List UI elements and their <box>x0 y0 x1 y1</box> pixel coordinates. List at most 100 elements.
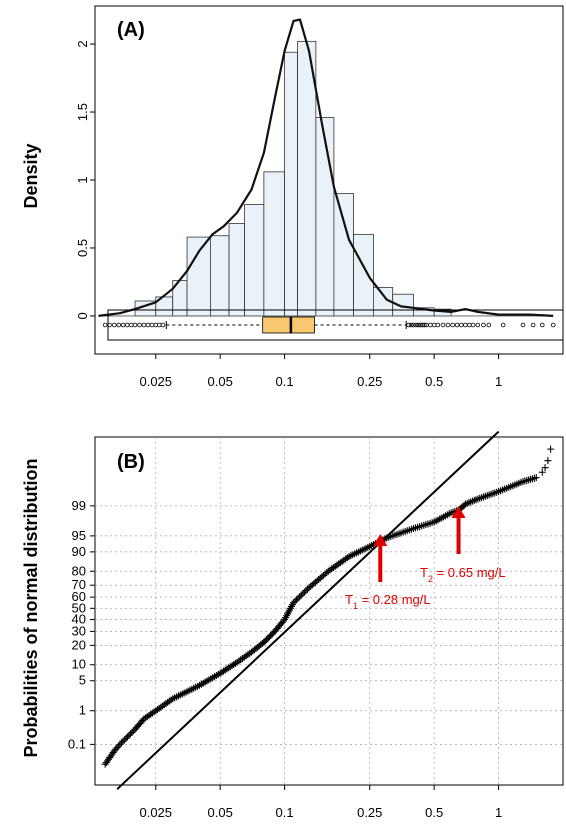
outlier-point <box>428 322 433 328</box>
quantile-point <box>296 593 304 601</box>
outlier-point <box>435 322 441 328</box>
panel-a-y-ticks: 0 0.5 1 1.5 2 <box>75 40 95 320</box>
x-tick-label: 0.5 <box>425 805 443 820</box>
y-tick-label: 95 <box>72 528 86 543</box>
outlier-point <box>417 322 423 328</box>
boxplot <box>102 309 564 341</box>
outlier-point <box>413 322 419 328</box>
outlier-point <box>431 322 437 328</box>
x-tick-label: 0.5 <box>425 374 443 389</box>
histogram-bar <box>228 223 245 317</box>
quantile-point <box>299 590 307 598</box>
outlier-point <box>459 322 464 328</box>
histogram-bar <box>186 236 211 317</box>
y-tick-label: 40 <box>72 611 86 626</box>
x-tick-label: 0.025 <box>139 374 172 389</box>
outlier-point <box>153 322 159 328</box>
threshold-arrow-head <box>451 506 466 518</box>
quantile-point <box>294 594 302 602</box>
panel-b-label: (B) <box>117 451 145 473</box>
outlier-point <box>137 322 142 328</box>
outlier-point <box>463 322 468 328</box>
panel-a-x-ticks: 0.025 0.05 0.1 0.25 0.5 1 <box>139 354 502 389</box>
outlier-point <box>440 322 446 328</box>
quantile-point <box>293 596 301 604</box>
outlier-point <box>481 322 486 328</box>
quantile-point <box>125 731 133 739</box>
outlier-point <box>120 322 126 328</box>
outlier-point <box>141 322 147 328</box>
outlier-point <box>102 322 108 328</box>
threshold-label: T1 = 0.28 mg/L <box>345 592 431 611</box>
histogram-bar <box>353 233 374 317</box>
threshold-annotations: T1 = 0.28 mg/L T2 = 0.65 mg/L <box>345 506 506 611</box>
outlier-point <box>454 322 460 328</box>
x-tick-label: 1 <box>495 805 502 820</box>
outlier-point <box>450 322 455 328</box>
outlier-point <box>124 322 130 328</box>
y-tick-label: 80 <box>72 563 86 578</box>
panel-b-grid <box>95 437 563 785</box>
outlier-point <box>411 322 416 328</box>
quantile-point <box>297 591 305 599</box>
y-tick-label: 0.5 <box>75 239 90 257</box>
x-tick-label: 0.25 <box>357 374 382 389</box>
x-tick-label: 0.025 <box>139 805 172 820</box>
panel-b-y-axis-label: Probabilities of normal distribution <box>21 458 41 757</box>
y-tick-label: 90 <box>72 544 86 559</box>
outlier-point <box>107 322 112 328</box>
quantile-point <box>302 587 310 595</box>
threshold-arrow-head <box>373 534 388 546</box>
quantile-point <box>544 457 552 465</box>
histogram-bar <box>333 193 354 317</box>
outlier-point <box>406 322 411 328</box>
outlier-point <box>145 322 151 328</box>
y-tick-label: 60 <box>72 589 86 604</box>
quantile-point <box>469 497 477 505</box>
outlier-point <box>149 322 155 328</box>
outlier-point <box>550 322 556 328</box>
outlier-point <box>470 322 476 328</box>
y-tick-label: 70 <box>72 577 86 592</box>
outlier-point <box>408 322 414 328</box>
y-tick-label: 5 <box>79 673 86 688</box>
y-tick-label: 0.1 <box>68 736 86 751</box>
panel-a-histogram: (A) Density 00.511.52 0.025 0.05 0.1 0.25 0.… <box>21 5 564 389</box>
threshold-label: T2 = 0.65 mg/L <box>420 565 506 584</box>
x-tick-label: 0.05 <box>208 374 233 389</box>
quantile-point <box>472 496 480 504</box>
quantile-point <box>465 499 473 507</box>
quantile-point <box>538 468 546 476</box>
quantile-point <box>123 733 131 741</box>
panel-a-y-axis-label: Density <box>21 143 41 208</box>
y-tick-label: 30 <box>72 623 86 638</box>
panel-a-label: (A) <box>117 19 145 41</box>
density-line <box>98 18 554 317</box>
quantile-point <box>528 475 536 483</box>
quantile-point <box>289 599 297 607</box>
y-tick-label: 10 <box>72 657 86 672</box>
outlier-point <box>422 322 427 328</box>
quantile-point <box>541 464 549 472</box>
quantile-point <box>291 597 299 605</box>
outlier-point <box>132 322 138 328</box>
outlier-point <box>415 322 421 328</box>
histogram-bars <box>103 40 549 317</box>
quantile-point <box>467 498 475 506</box>
quantile-point <box>470 496 478 504</box>
y-tick-label: 1 <box>75 176 90 183</box>
quantile-point <box>115 742 123 750</box>
quantile-point <box>119 737 127 745</box>
outlier-point <box>467 322 472 328</box>
outlier-point <box>530 322 536 328</box>
quantile-point <box>343 554 351 562</box>
x-tick-label: 0.05 <box>208 805 233 820</box>
y-tick-label: 1.5 <box>75 103 90 121</box>
histogram-bar <box>284 51 298 317</box>
x-tick-label: 1 <box>495 374 502 389</box>
quantile-point <box>547 445 555 453</box>
x-tick-label: 0.1 <box>276 374 294 389</box>
y-tick-label: 50 <box>72 600 86 615</box>
